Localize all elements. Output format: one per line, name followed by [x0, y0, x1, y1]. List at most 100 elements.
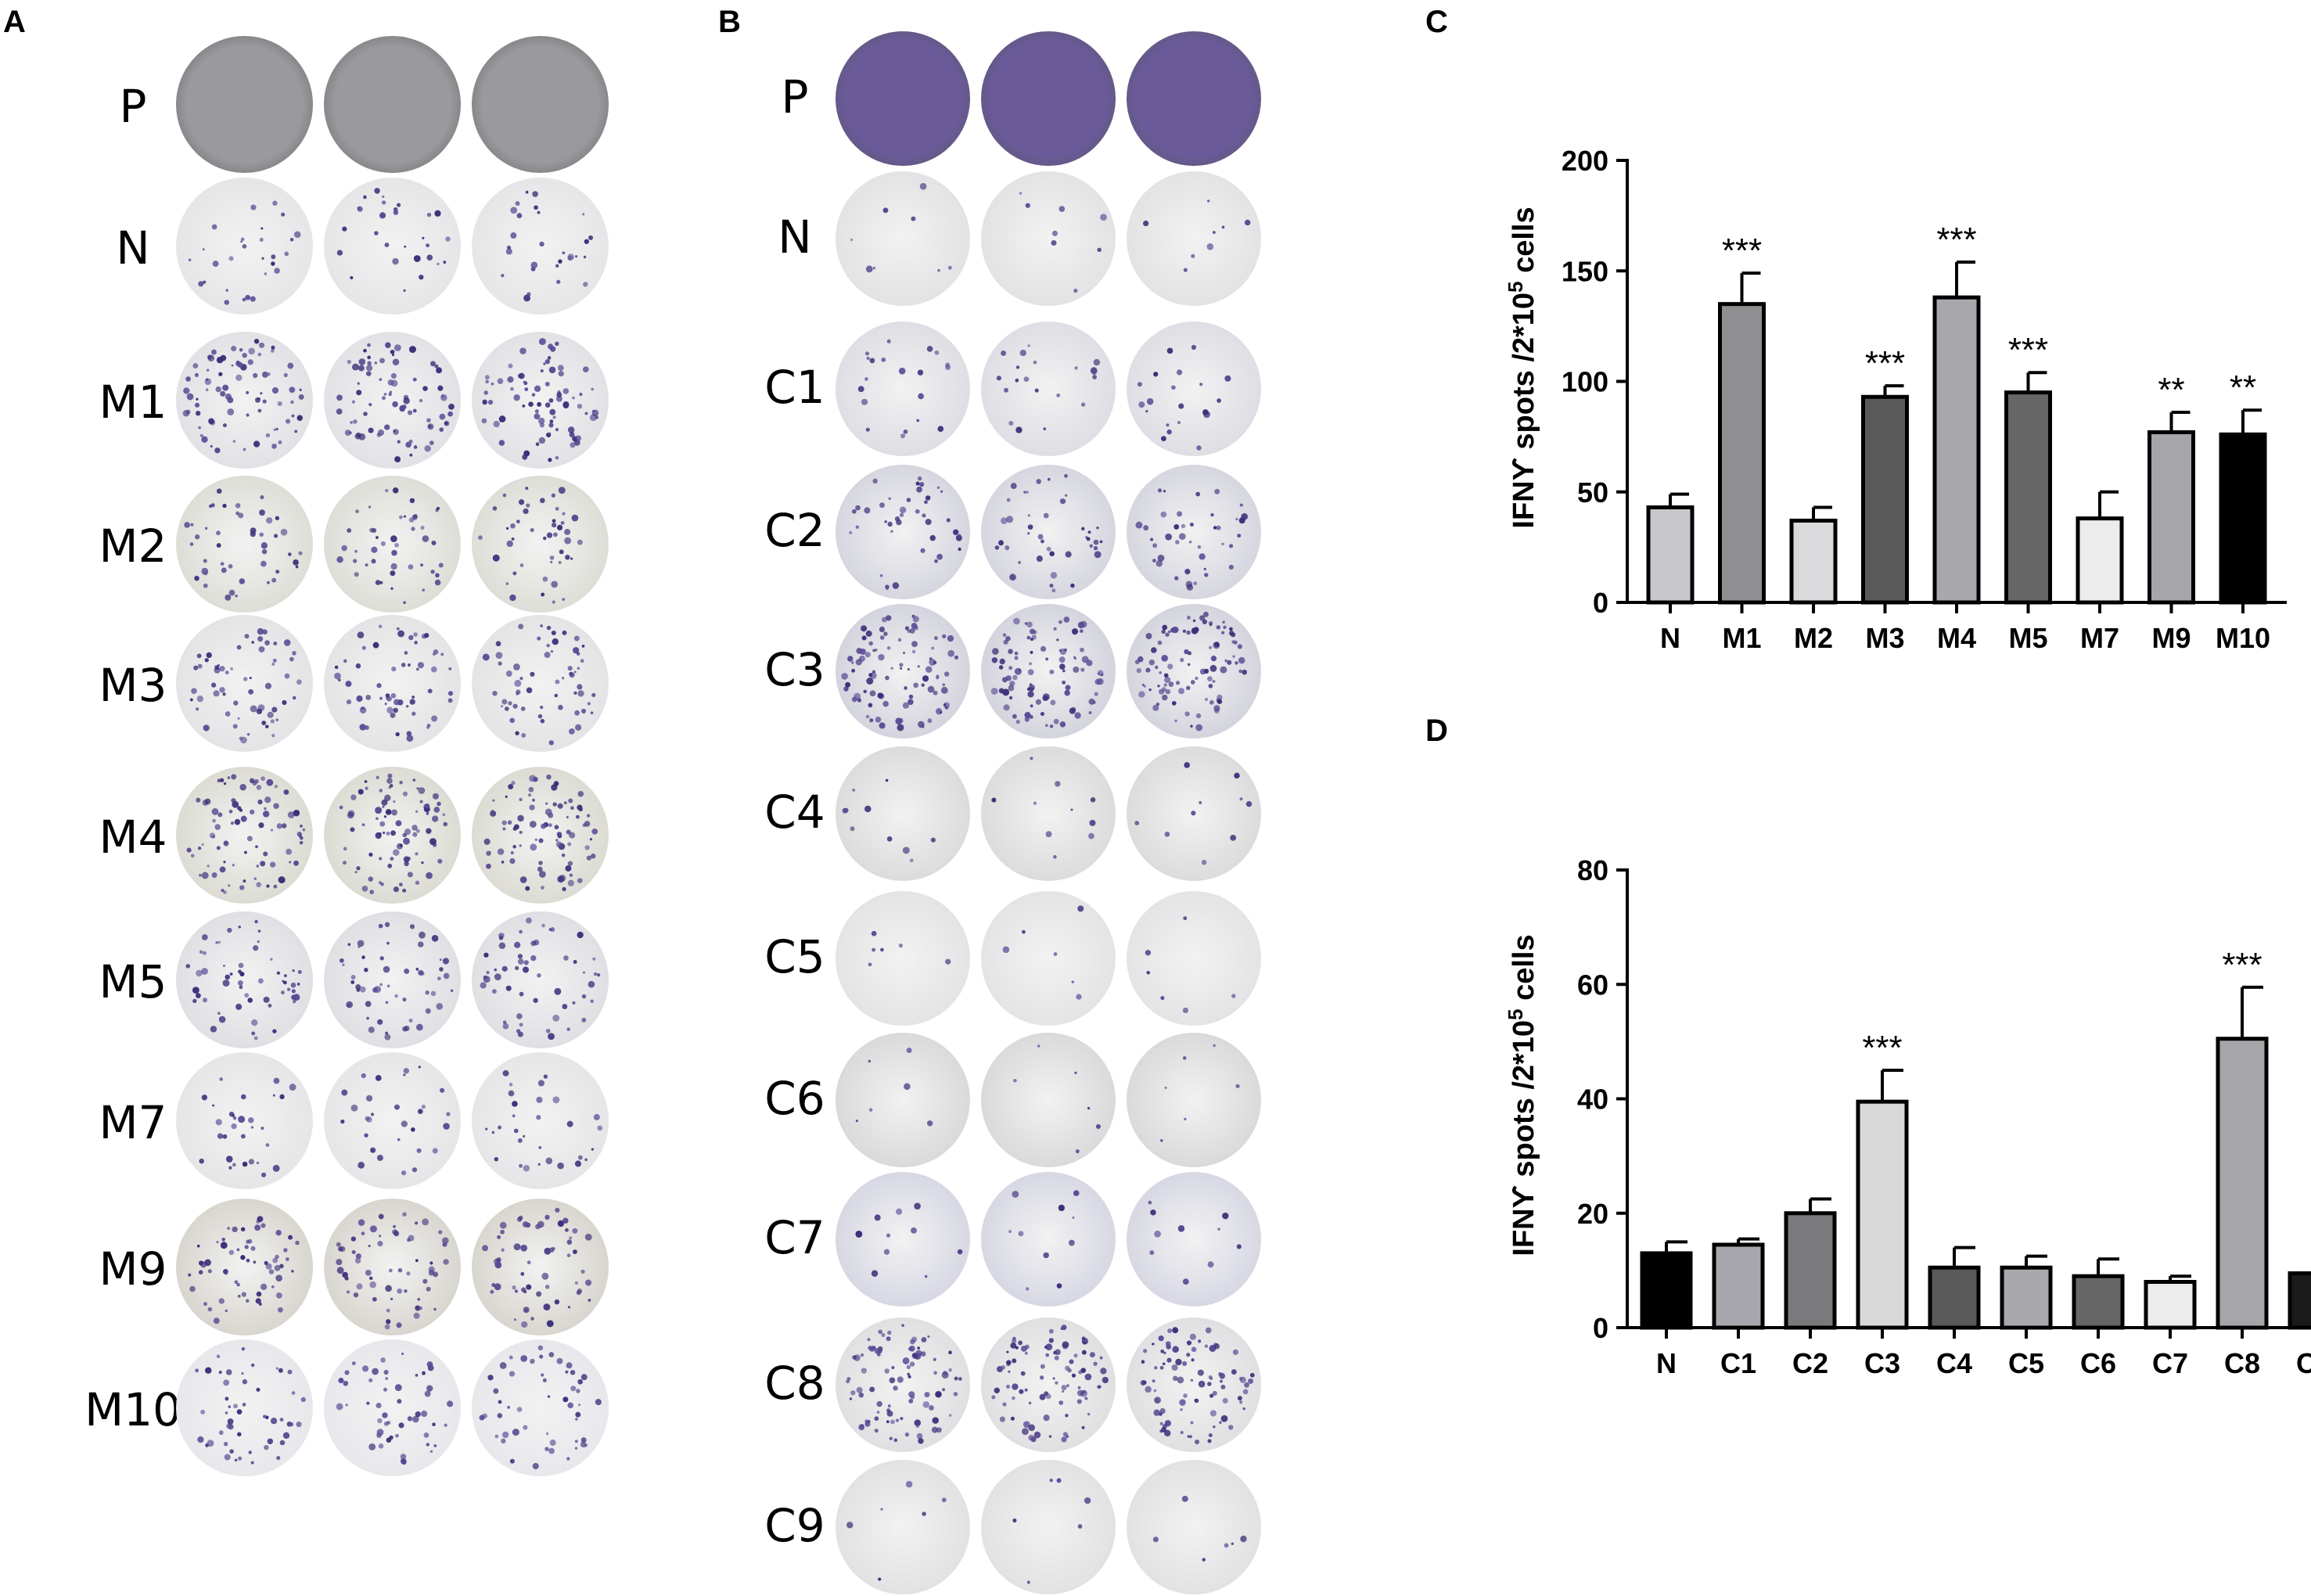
- elispot-well: [472, 1339, 609, 1476]
- bar: [2000, 1265, 2053, 1330]
- elispot-well: [176, 178, 313, 315]
- x-tick-label: C2: [1792, 1347, 1828, 1379]
- elispot-well: [1127, 322, 1261, 456]
- svg-text:IFNϒ spots /2*105 cells: IFNϒ spots /2*105 cells: [1504, 934, 1540, 1256]
- y-axis-label-tail: cells: [1508, 934, 1540, 1008]
- row-label: N: [116, 221, 150, 275]
- bar: [1928, 1265, 1981, 1330]
- elispot-well: [981, 1033, 1116, 1167]
- bar: [1789, 518, 1838, 605]
- elispot-well: [324, 178, 461, 315]
- elispot-well: [1127, 1033, 1261, 1167]
- row-label: C2: [764, 504, 825, 557]
- y-tick-label: 0: [1593, 587, 1608, 619]
- elispot-well: [836, 891, 970, 1026]
- x-tick-label: M9: [2151, 622, 2191, 654]
- elispot-well: [472, 476, 609, 613]
- elispot-well: [981, 465, 1116, 599]
- bar: [1861, 394, 1909, 605]
- row-label: M9: [99, 1242, 167, 1296]
- elispot-well: [176, 615, 313, 752]
- chart-c: IFNϒ spots /2*105 cells 0 50 100 150 200 N M1 *…: [1504, 145, 2287, 654]
- x-tick-label: M7: [2080, 622, 2119, 654]
- elispot-well: [1127, 891, 1261, 1026]
- y-tick-label: 200: [1562, 145, 1608, 177]
- bar: [1718, 302, 1766, 605]
- elispot-well: [836, 1317, 970, 1452]
- panel-letter-d: D: [1425, 714, 1448, 748]
- row-label: M1: [99, 376, 167, 429]
- bar: [2072, 1274, 2125, 1330]
- elispot-well: [1127, 1460, 1261, 1594]
- elispot-well: [472, 767, 609, 904]
- x-tick-label: N: [1656, 1347, 1677, 1379]
- bar: [2219, 432, 2267, 605]
- elispot-well: [324, 36, 461, 173]
- elispot-well: [1127, 465, 1261, 599]
- x-tick-label: C8: [2224, 1347, 2260, 1379]
- x-tick-label: M10: [2216, 622, 2270, 654]
- row-label: C7: [764, 1211, 825, 1264]
- x-tick-label: C1: [1720, 1347, 1756, 1379]
- y-axis-label: IFNϒ spots /2*105 cells: [1504, 207, 1540, 528]
- elispot-well: [836, 1172, 970, 1307]
- bar: [2147, 430, 2195, 605]
- elispot-well: [981, 1317, 1116, 1452]
- row-label: P: [119, 80, 147, 133]
- y-tick-label: 40: [1577, 1084, 1608, 1116]
- elispot-well: [981, 322, 1116, 456]
- row-label: C5: [764, 930, 825, 983]
- y-axis-label-main: IFNϒ spots /2*10: [1508, 1020, 1540, 1256]
- row-label: C4: [764, 785, 825, 839]
- y-tick-label: 60: [1577, 969, 1608, 1001]
- x-tick-label: N: [1660, 622, 1680, 654]
- significance-marker: ***: [1865, 344, 1905, 383]
- y-tick-label: 80: [1577, 854, 1608, 886]
- row-label: C1: [764, 361, 825, 414]
- elispot-well: [324, 615, 461, 752]
- row-label: C6: [764, 1072, 825, 1125]
- y-axis-label-superscript: 5: [1504, 281, 1527, 292]
- row-label: P: [781, 70, 809, 124]
- significance-marker: ***: [2008, 331, 2048, 369]
- elispot-well: [472, 615, 609, 752]
- x-tick-label: C3: [1864, 1347, 1900, 1379]
- elispot-well: [472, 332, 609, 469]
- elispot-well: [981, 31, 1116, 166]
- elispot-well: [472, 36, 609, 173]
- elispot-well: [836, 171, 970, 306]
- elispot-well: [981, 1172, 1116, 1307]
- panel-letter-c: C: [1425, 5, 1448, 39]
- panel-letter-a: A: [3, 5, 26, 39]
- significance-marker: ***: [2222, 946, 2262, 984]
- bar: [1646, 505, 1695, 605]
- elispot-well: [176, 1199, 313, 1335]
- y-axis-label-tail: cells: [1508, 207, 1540, 281]
- elispot-well: [176, 332, 313, 469]
- elispot-well: [472, 1052, 609, 1189]
- elispot-well: [176, 36, 313, 173]
- bar: [2004, 390, 2052, 605]
- elispot-well: [1127, 1172, 1261, 1307]
- elispot-well: [836, 746, 970, 881]
- row-label: M2: [99, 519, 167, 573]
- elispot-well: [836, 465, 970, 599]
- significance-marker: **: [2230, 368, 2256, 407]
- panel-letter-b: B: [718, 5, 741, 39]
- significance-marker: ***: [1862, 1029, 1902, 1067]
- elispot-well: [1127, 31, 1261, 166]
- row-label: M3: [99, 659, 167, 712]
- y-axis-label-main: IFNϒ spots /2*10: [1508, 293, 1540, 529]
- elispot-well: [836, 604, 970, 739]
- elispot-well: [1127, 1317, 1261, 1452]
- significance-marker: **: [2158, 371, 2184, 409]
- row-label: M7: [99, 1096, 167, 1149]
- bar: [1712, 1242, 1765, 1330]
- elispot-well: [472, 178, 609, 315]
- elispot-well: [981, 171, 1116, 306]
- elispot-well: [981, 604, 1116, 739]
- y-tick-label: 50: [1577, 476, 1608, 509]
- elispot-well: [472, 1199, 609, 1335]
- x-tick-label: M4: [1937, 622, 1976, 654]
- elispot-well: [176, 1052, 313, 1189]
